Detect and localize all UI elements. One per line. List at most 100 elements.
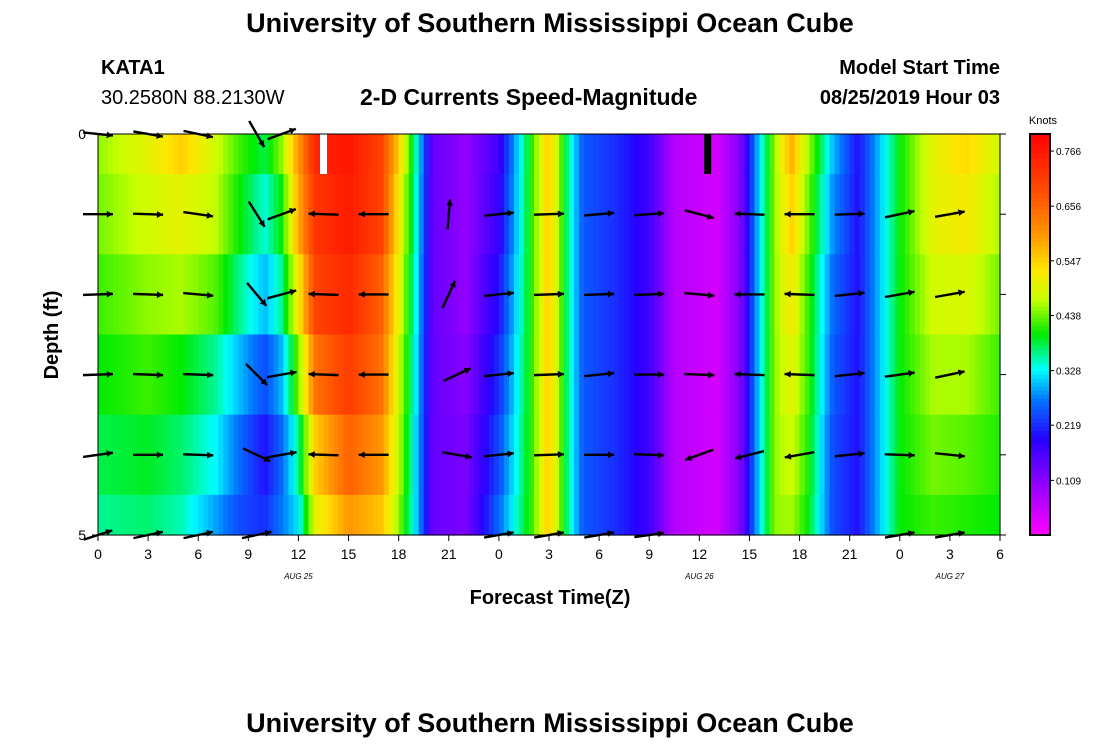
current-vector <box>442 451 473 460</box>
heat-cell <box>714 414 720 496</box>
heat-cell <box>829 494 836 536</box>
colorbar: 0.766 0.656 0.547 0.438 0.328 0.219 0.109 <box>1029 133 1081 536</box>
heat-cell <box>799 134 806 175</box>
colorbar-segment <box>1030 190 1050 195</box>
heat-cell <box>443 414 450 496</box>
heat-cell <box>629 254 635 336</box>
heat-cell <box>468 174 475 255</box>
heat-cell <box>604 134 610 175</box>
current-vector <box>634 290 665 298</box>
heat-cell <box>148 494 154 536</box>
colorbar-segment <box>1030 198 1050 203</box>
heat-cell <box>363 494 370 536</box>
heat-cell <box>118 134 124 175</box>
heat-cell <box>408 254 415 336</box>
heat-cell <box>904 334 911 416</box>
heat-cell <box>523 254 530 336</box>
heat-cell <box>819 494 826 536</box>
heat-cell <box>113 134 119 175</box>
heat-cell <box>864 494 871 536</box>
heat-cell <box>849 134 856 175</box>
heat-cell <box>468 494 475 536</box>
heat-cell <box>523 414 530 496</box>
heat-cell <box>699 414 705 496</box>
plot-title: 2-D Currents Speed-Magnitude <box>360 84 698 110</box>
heat-cell <box>729 174 736 255</box>
current-vector <box>358 210 389 218</box>
heat-cell <box>473 134 480 175</box>
heat-cell <box>989 334 996 416</box>
heat-cell <box>934 494 941 536</box>
current-vector <box>934 209 965 218</box>
heat-cell <box>298 254 305 336</box>
heat-cell <box>754 494 761 536</box>
heat-cell <box>428 334 435 416</box>
colorbar-segment <box>1030 250 1050 255</box>
colorbar-segment <box>1030 470 1050 476</box>
heat-cell <box>919 254 926 336</box>
colorbar-segment <box>1030 502 1050 508</box>
heat-cell <box>283 494 290 536</box>
heat-cell <box>749 494 756 536</box>
heat-cell <box>353 254 360 336</box>
heat-cell <box>543 494 550 536</box>
colorbar-segment <box>1030 298 1050 304</box>
heat-cell <box>779 334 786 416</box>
heat-cell <box>674 414 680 496</box>
colorbar-segment <box>1030 342 1050 348</box>
heat-cell <box>233 494 239 536</box>
heat-cell <box>954 494 961 536</box>
heat-cell <box>819 174 826 255</box>
colorbar-tick-label: 0.766 <box>1056 147 1081 158</box>
heat-cell <box>599 494 605 536</box>
colorbar-segment <box>1030 258 1050 263</box>
heat-cell <box>909 494 916 536</box>
heat-cell <box>929 174 936 255</box>
heat-cell <box>969 174 976 255</box>
heat-cell <box>879 414 886 496</box>
heat-cell <box>719 414 725 496</box>
heat-cell <box>624 134 630 175</box>
current-vector <box>684 291 715 299</box>
heat-cell <box>518 174 525 255</box>
heat-cell <box>448 134 455 175</box>
colorbar-segment <box>1030 170 1050 175</box>
heat-cell <box>138 494 144 536</box>
heat-cell <box>298 414 305 496</box>
x-tick-label: 3 <box>545 546 553 562</box>
heat-cell <box>338 254 345 336</box>
heat-cell <box>924 174 931 255</box>
heat-cell <box>433 254 440 336</box>
heat-cell <box>223 334 229 416</box>
colorbar-segment <box>1030 262 1050 267</box>
heat-cell <box>328 134 335 175</box>
colorbar-segment <box>1030 334 1050 340</box>
heat-cell <box>984 174 991 255</box>
heat-cell <box>894 494 901 536</box>
heat-cell <box>338 494 345 536</box>
x-tick-label: 0 <box>94 546 102 562</box>
heat-cell <box>428 254 435 336</box>
heat-cell <box>303 174 310 255</box>
heat-cell <box>218 494 224 536</box>
heat-cell <box>759 134 766 175</box>
heat-cell <box>579 174 585 255</box>
heat-cell <box>348 254 355 336</box>
heat-cell <box>609 494 615 536</box>
heat-cell <box>408 174 415 255</box>
heat-cell <box>994 494 1001 536</box>
heat-cell <box>614 414 620 496</box>
current-vector <box>358 291 389 298</box>
station-id: KATA1 <box>101 57 165 79</box>
heat-cell <box>393 174 400 255</box>
heat-cell <box>363 134 370 175</box>
heat-cell <box>549 134 555 175</box>
heat-cell <box>213 494 219 536</box>
heat-cell <box>839 134 846 175</box>
heat-cell <box>118 334 124 416</box>
heat-cell <box>393 414 400 496</box>
current-vector <box>884 209 915 219</box>
heat-cell <box>619 494 625 536</box>
colorbar-segment <box>1030 230 1050 235</box>
heat-cell <box>564 414 570 496</box>
